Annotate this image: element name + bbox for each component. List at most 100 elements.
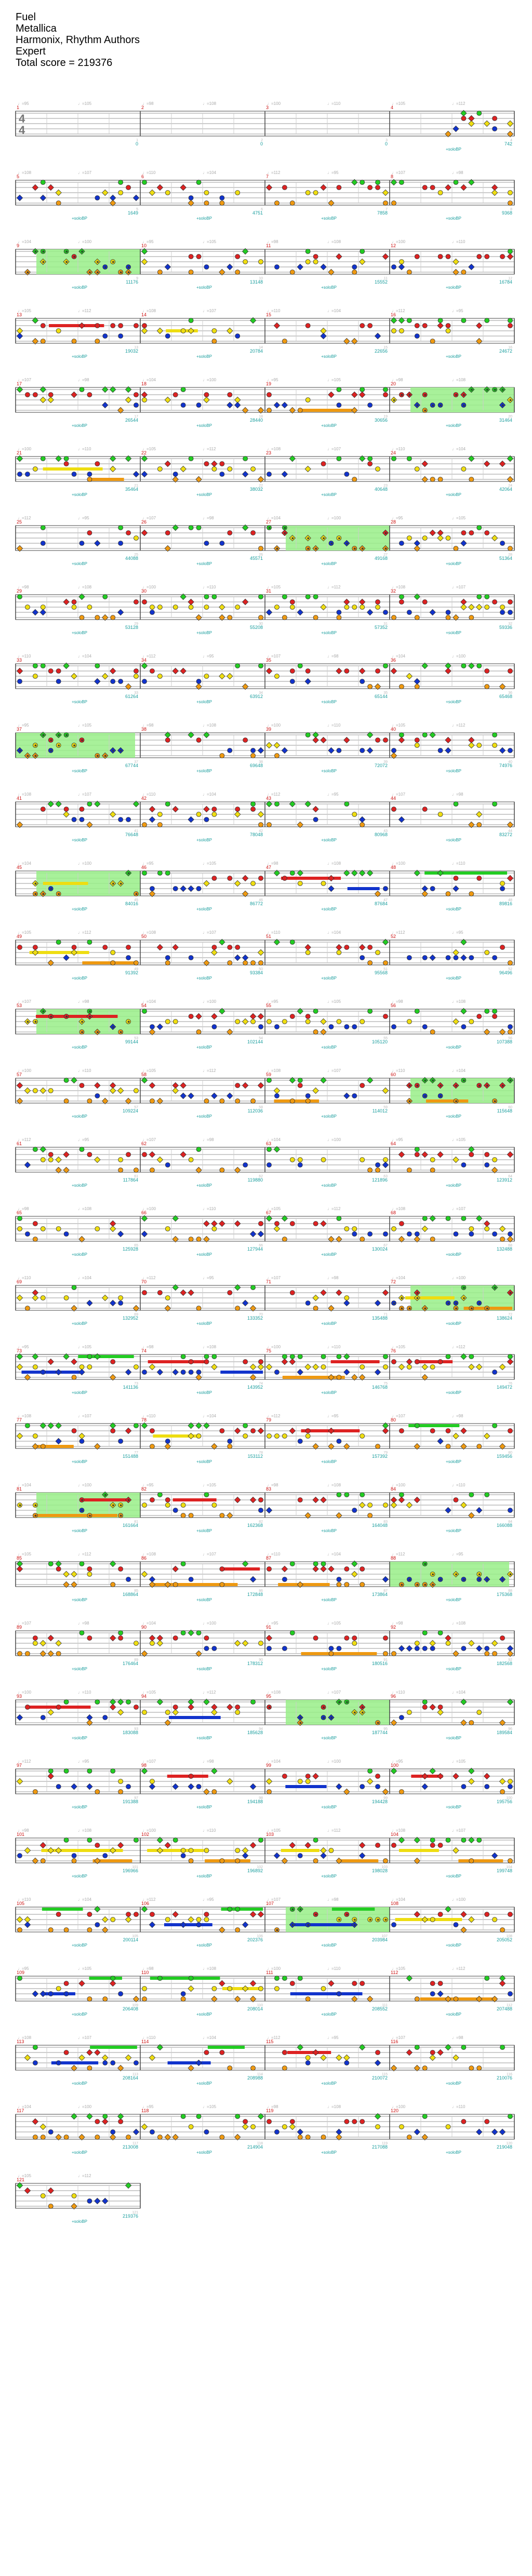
star-note-marker: ★: [65, 1014, 69, 1019]
note: [508, 599, 513, 605]
hopo-note: [234, 396, 241, 404]
note: [336, 185, 342, 190]
tempo-marker: ♩=95: [78, 1759, 89, 1764]
note: [79, 1147, 85, 1152]
hopo-note: [149, 1921, 156, 1928]
star-note-marker: ★: [34, 249, 37, 254]
hopo-note: [94, 2049, 101, 2056]
star-note-marker: ★: [80, 1030, 84, 1035]
note: [87, 605, 92, 610]
sustain-trail: [415, 1360, 453, 1363]
note: [344, 1295, 350, 1300]
note: [344, 1226, 350, 1231]
note: [95, 1093, 100, 1098]
tempo-marker: ♩=108: [327, 1483, 341, 1487]
measure-number: 1: [17, 105, 19, 110]
hopo-note: [16, 1916, 23, 1923]
tempo-marker: ♩=112: [267, 1414, 281, 1418]
sustain-trail: [36, 1015, 118, 1018]
note: [227, 530, 233, 535]
tempo-marker: ♩=107: [142, 1137, 156, 1142]
measure-streak: 117: [132, 2142, 138, 2145]
note: [383, 1502, 388, 1508]
note: [360, 249, 365, 254]
tempo-marker: ♩=107: [142, 516, 156, 520]
multiplier-label: +soloBP: [196, 1390, 212, 1395]
measure-score: 164048: [372, 1523, 388, 1528]
hopo-note: [358, 545, 366, 552]
hopo-note: [102, 189, 109, 196]
note: [40, 1295, 46, 1300]
time-signature-top: 4: [19, 112, 25, 125]
hopo-note: [149, 1151, 156, 1158]
note: [250, 748, 256, 753]
note: [305, 190, 311, 195]
measure-number: 51: [266, 934, 271, 939]
tempo-marker: ♩=105: [18, 2174, 32, 2178]
staff-row: ♩=112 ♩=95 ♩=107 ♩=98 ♩=104 ♩=100 ♩=95 ♩=105971…: [15, 1759, 515, 1809]
note: [508, 1029, 513, 1035]
measure-score: 7858: [377, 210, 388, 216]
hopo-note: [483, 460, 490, 467]
star-note-marker: ★: [462, 403, 466, 408]
hopo-note: [188, 2064, 194, 2072]
hopo-note: [109, 1225, 116, 1232]
multiplier-label: +soloBP: [196, 285, 212, 290]
tempo-marker: ♩=107: [327, 1068, 341, 1073]
hopo-note: [421, 1773, 428, 1780]
measure-score: 198028: [372, 1868, 388, 1873]
hopo-note: [390, 1496, 397, 1504]
hopo-note: [63, 1166, 70, 1174]
hopo-note: [421, 1783, 428, 1790]
tempo-marker: ♩=105: [452, 1137, 466, 1142]
note: [437, 1981, 443, 1986]
note: [305, 594, 311, 599]
hopo-note: [453, 1432, 459, 1440]
hopo-note: [234, 2134, 241, 2141]
hopo-note: [460, 1443, 467, 1450]
hopo-note: [445, 130, 451, 138]
note: [282, 2065, 287, 2071]
tempo-marker: ♩=100: [327, 1759, 341, 1764]
hopo-note: [343, 1788, 350, 1795]
hopo-note: [55, 1369, 62, 1376]
note: [48, 2129, 54, 2135]
note: [172, 886, 178, 891]
note: [321, 1354, 326, 1359]
hopo-note: [453, 1847, 459, 1854]
hopo-note: [234, 1427, 241, 1434]
hopo-note: [343, 540, 350, 547]
measure-streak: 64: [508, 1175, 512, 1178]
star-note-marker: ★: [416, 403, 419, 408]
note: [274, 753, 280, 758]
hopo-note: [507, 120, 514, 127]
measure-number: 55: [266, 1003, 271, 1008]
note: [71, 605, 77, 610]
hopo-note: [297, 1719, 303, 1726]
tempo-marker: ♩=105: [327, 1621, 341, 1626]
note: [188, 1848, 194, 1853]
measure-score: 78048: [250, 832, 263, 837]
note: [235, 1306, 241, 1311]
note: [352, 1508, 357, 1513]
multiplier-label: +soloBP: [321, 354, 337, 359]
star-note-marker: ★: [322, 1705, 326, 1710]
hopo-note: [421, 1916, 428, 1923]
note: [71, 1375, 77, 1380]
measure-streak: 35: [383, 691, 388, 695]
measure-score: 105120: [372, 1039, 388, 1044]
measure-number: 9: [17, 243, 19, 248]
tempo-marker: ♩=107: [78, 2035, 92, 2040]
hopo-note: [445, 1995, 451, 2003]
note: [289, 1290, 295, 1295]
measure-number: 5: [17, 174, 19, 179]
measure-streak: 120: [506, 2142, 512, 2145]
hopo-note: [398, 1151, 405, 1158]
hopo-note: [390, 667, 397, 675]
note: [430, 1991, 435, 1996]
measure-number: 91: [266, 1625, 271, 1630]
multiplier-label: +soloBP: [446, 2150, 461, 2155]
measure-streak: 102: [257, 1866, 263, 1869]
note: [87, 2198, 92, 2204]
measure-number: 38: [141, 727, 147, 732]
